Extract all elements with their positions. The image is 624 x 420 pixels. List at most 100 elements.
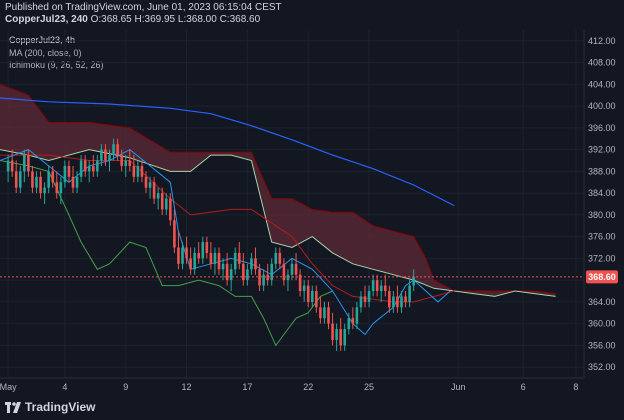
- candle-body: [160, 193, 164, 210]
- candle: [254, 247, 257, 275]
- x-tick-label: 17: [242, 382, 252, 392]
- candle-body: [310, 291, 314, 302]
- candle: [233, 247, 237, 275]
- y-tick-label: 364.00: [588, 297, 616, 307]
- candle: [270, 258, 274, 286]
- candle-body: [408, 285, 411, 302]
- y-tick-label: 400.00: [588, 101, 616, 111]
- price-label-badge: 368.60: [586, 270, 618, 284]
- candle: [302, 280, 306, 302]
- candle: [47, 165, 50, 194]
- candle-body: [254, 258, 257, 270]
- candle: [246, 263, 249, 286]
- candle: [83, 155, 87, 177]
- candle-body: [35, 176, 38, 188]
- candle: [339, 318, 342, 351]
- x-tick-label: 22: [303, 382, 313, 392]
- candle-body: [363, 296, 367, 302]
- candle: [298, 269, 302, 297]
- ma200-line: [0, 97, 455, 207]
- candle-body: [233, 252, 237, 270]
- price-axis[interactable]: 412.00 408.00 404.00 400.00 396.00 392.00 388.…: [588, 36, 616, 372]
- candle-body: [331, 323, 334, 340]
- candle-body: [6, 160, 10, 172]
- candle: [23, 149, 26, 183]
- candle-body: [14, 171, 18, 188]
- candle-body: [177, 247, 180, 264]
- candle-body: [400, 296, 403, 308]
- legend-ma[interactable]: MA (200, close, 0): [9, 48, 82, 58]
- candle: [67, 160, 71, 183]
- candle: [217, 247, 221, 275]
- candle: [108, 149, 111, 172]
- symbol-line: CopperJul23, 240: [5, 14, 88, 25]
- candle-body: [197, 252, 201, 259]
- candle-body: [412, 276, 415, 286]
- candle-body: [189, 258, 192, 270]
- candle-body: [67, 165, 71, 177]
- candle-body: [185, 247, 188, 259]
- candle: [173, 209, 176, 253]
- candle: [319, 296, 322, 324]
- candle: [379, 280, 383, 302]
- candle: [310, 285, 314, 308]
- legend-ichimoku[interactable]: Ichimoku (9, 26, 52, 26): [9, 60, 104, 70]
- candle-body: [270, 263, 274, 281]
- span-b-line: [0, 83, 556, 295]
- candle: [10, 149, 14, 177]
- candle: [282, 258, 286, 286]
- time-axis[interactable]: May 4 9 12 17 22 25 Jun 6 8: [0, 382, 578, 392]
- y-tick-label: 412.00: [588, 36, 616, 46]
- candle: [343, 323, 347, 351]
- candle: [408, 280, 411, 308]
- legend-title[interactable]: CopperJul23, 4h: [9, 35, 76, 45]
- y-tick-label: 384.00: [588, 188, 616, 198]
- candle: [112, 138, 115, 161]
- y-tick-label: 372.00: [588, 253, 616, 263]
- candle: [306, 280, 310, 308]
- candle-body: [315, 291, 318, 308]
- candle-body: [79, 160, 83, 177]
- candle: [124, 155, 128, 177]
- candle: [189, 247, 192, 275]
- candle-body: [148, 182, 152, 188]
- candle-body: [229, 269, 233, 281]
- candle: [100, 144, 103, 166]
- y-tick-label: 392.00: [588, 145, 616, 155]
- candle-body: [116, 144, 119, 156]
- candle: [396, 285, 399, 313]
- candle-body: [404, 296, 407, 302]
- candle-body: [23, 155, 26, 172]
- kijun-line: [0, 154, 455, 303]
- candle: [404, 291, 407, 308]
- candle: [177, 231, 180, 270]
- candle: [209, 242, 213, 270]
- candle-body: [43, 187, 46, 194]
- candle-body: [302, 285, 306, 291]
- candle: [286, 269, 290, 291]
- x-tick-label: 12: [182, 382, 192, 392]
- candle: [335, 323, 338, 351]
- candle-body: [209, 252, 213, 264]
- candle: [104, 144, 107, 166]
- candle-body: [258, 269, 261, 286]
- candle: [152, 176, 156, 204]
- candle-body: [59, 182, 63, 194]
- candle-body: [10, 160, 14, 172]
- candle: [27, 149, 30, 177]
- candle-body: [246, 269, 249, 281]
- candle-body: [55, 182, 59, 194]
- candle: [278, 247, 282, 270]
- candles: [6, 138, 415, 351]
- candle: [400, 291, 403, 313]
- candle: [294, 252, 298, 281]
- tradingview-logo: TradingView: [5, 400, 95, 414]
- candle: [205, 236, 209, 259]
- price-badge-text: 368.60: [588, 272, 616, 282]
- x-tick-label: May: [0, 382, 17, 392]
- candle: [258, 263, 261, 291]
- candle-body: [128, 160, 132, 166]
- candle-body: [371, 280, 375, 291]
- candle-body: [169, 198, 172, 221]
